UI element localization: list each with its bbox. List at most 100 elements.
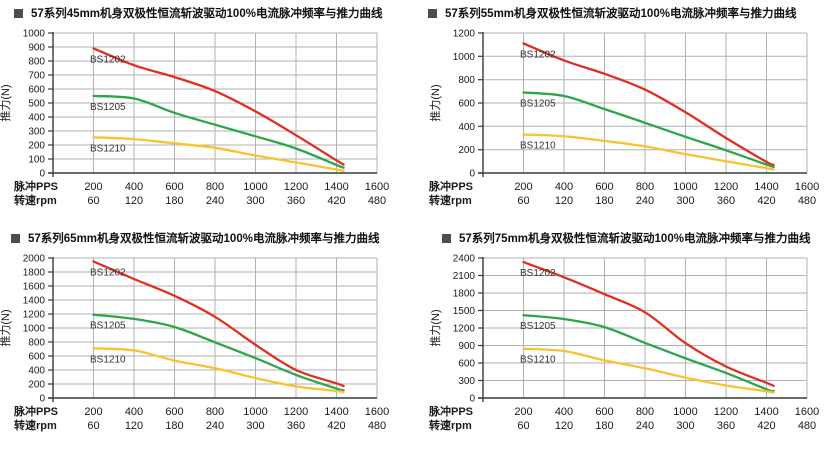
svg-text:300: 300 xyxy=(458,376,475,387)
chart-title-text: 57系列75mm机身双极性恒流斩波驱动100%电流脉冲频率与推力曲线 xyxy=(459,233,811,245)
svg-text:200: 200 xyxy=(514,406,532,418)
svg-text:400: 400 xyxy=(555,181,573,193)
svg-text:420: 420 xyxy=(757,420,775,432)
series-line-BS1202 xyxy=(522,260,775,387)
svg-text:420: 420 xyxy=(757,195,775,207)
y-axis-title: 推力(N) xyxy=(428,84,442,121)
svg-text:900: 900 xyxy=(28,43,45,54)
svg-text:1800: 1800 xyxy=(23,268,46,279)
svg-text:400: 400 xyxy=(28,366,45,377)
chart-title-text: 57系列65mm机身双极性恒流斩波驱动100%电流脉冲频率与推力曲线 xyxy=(28,233,380,245)
svg-text:400: 400 xyxy=(28,113,45,124)
series-label-BS1202: BS1202 xyxy=(520,50,556,61)
svg-text:1000: 1000 xyxy=(673,406,697,418)
svg-text:400: 400 xyxy=(125,406,143,418)
svg-text:300: 300 xyxy=(246,195,264,207)
y-axis-tick-labels: 0 100 200 300 400 500 600 700 800 900 1000 xyxy=(23,29,46,180)
svg-text:1000: 1000 xyxy=(23,324,46,335)
svg-text:1800: 1800 xyxy=(453,289,476,300)
svg-text:0: 0 xyxy=(469,169,475,180)
svg-text:480: 480 xyxy=(368,195,386,207)
svg-text:180: 180 xyxy=(165,420,183,432)
svg-text:200: 200 xyxy=(514,181,532,193)
svg-text:300: 300 xyxy=(676,195,694,207)
x-axis-row1-header: 脉冲PPS xyxy=(428,404,473,418)
series-label-BS1205: BS1205 xyxy=(90,102,126,113)
svg-text:420: 420 xyxy=(327,420,345,432)
svg-text:900: 900 xyxy=(458,341,475,352)
x-axis-row2-header: 转速rpm xyxy=(429,418,472,432)
chart-title-45mm: 57系列45mm机身双极性恒流斩波驱动100%电流脉冲频率与推力曲线 xyxy=(14,5,382,21)
svg-text:1400: 1400 xyxy=(324,406,348,418)
svg-text:240: 240 xyxy=(206,195,224,207)
chart-title-text: 57系列45mm机身双极性恒流斩波驱动100%电流脉冲频率与推力曲线 xyxy=(31,8,383,20)
svg-text:600: 600 xyxy=(28,85,45,96)
svg-text:200: 200 xyxy=(458,145,475,156)
svg-text:200: 200 xyxy=(28,141,45,152)
series-label-BS1205: BS1205 xyxy=(90,321,126,332)
square-bullet-icon xyxy=(442,233,451,243)
y-axis-tick-labels: 0 200 400 600 800 1000 1200 1400 1600 1800 2000 xyxy=(23,254,46,405)
svg-text:240: 240 xyxy=(636,420,654,432)
svg-text:600: 600 xyxy=(165,181,183,193)
svg-text:120: 120 xyxy=(125,195,143,207)
grid-lines xyxy=(483,257,808,398)
svg-text:480: 480 xyxy=(798,195,816,207)
svg-text:1200: 1200 xyxy=(453,29,476,40)
chart-57-75mm: 57系列75mm机身双极性恒流斩波驱动100%电流脉冲频率与推力曲线 0 300 6… xyxy=(415,225,830,450)
svg-text:120: 120 xyxy=(555,420,573,432)
svg-text:1200: 1200 xyxy=(23,310,46,321)
square-bullet-icon xyxy=(11,233,20,243)
square-bullet-icon xyxy=(428,8,437,18)
svg-text:60: 60 xyxy=(87,195,99,207)
svg-text:1200: 1200 xyxy=(714,181,738,193)
svg-text:180: 180 xyxy=(165,195,183,207)
svg-text:100: 100 xyxy=(28,155,45,166)
svg-text:1200: 1200 xyxy=(714,406,738,418)
series-line-BS1205 xyxy=(92,313,345,392)
square-bullet-icon xyxy=(14,8,23,18)
svg-text:60: 60 xyxy=(517,195,529,207)
svg-text:1400: 1400 xyxy=(324,181,348,193)
svg-text:1000: 1000 xyxy=(243,406,267,418)
chart-title-text: 57系列55mm机身双极性恒流斩波驱动100%电流脉冲频率与推力曲线 xyxy=(445,8,797,20)
svg-text:800: 800 xyxy=(28,57,45,68)
svg-text:200: 200 xyxy=(84,181,102,193)
series-label-BS1202: BS1202 xyxy=(520,268,556,279)
svg-text:1200: 1200 xyxy=(284,406,308,418)
y-axis-tick-labels: 0 300 600 900 1200 1500 1800 2100 2400 xyxy=(453,254,476,405)
svg-text:1000: 1000 xyxy=(23,29,46,40)
series-label-BS1205: BS1205 xyxy=(520,99,556,110)
svg-text:800: 800 xyxy=(636,406,654,418)
x-axis-row2-header: 转速rpm xyxy=(429,193,472,207)
svg-text:360: 360 xyxy=(287,195,305,207)
svg-text:600: 600 xyxy=(595,406,613,418)
svg-text:300: 300 xyxy=(246,420,264,432)
svg-text:1400: 1400 xyxy=(754,406,778,418)
series-line-BS1202 xyxy=(92,260,345,388)
svg-text:480: 480 xyxy=(798,420,816,432)
svg-text:480: 480 xyxy=(368,420,386,432)
x-axis-row1-header: 脉冲PPS xyxy=(13,179,58,193)
series-line-BS1202 xyxy=(92,47,345,166)
svg-text:800: 800 xyxy=(636,181,654,193)
svg-text:200: 200 xyxy=(28,380,45,391)
svg-text:2100: 2100 xyxy=(453,271,476,282)
svg-text:700: 700 xyxy=(28,71,45,82)
chart-57-65mm: 57系列65mm机身双极性恒流斩波驱动100%电流脉冲频率与推力曲线 0 200 4… xyxy=(0,225,415,450)
svg-text:400: 400 xyxy=(555,406,573,418)
svg-text:200: 200 xyxy=(84,406,102,418)
axes xyxy=(48,32,377,177)
series-line-BS1205 xyxy=(522,91,775,169)
svg-text:240: 240 xyxy=(636,195,654,207)
svg-text:600: 600 xyxy=(458,359,475,370)
svg-text:400: 400 xyxy=(458,122,475,133)
svg-text:60: 60 xyxy=(517,420,529,432)
svg-text:800: 800 xyxy=(206,406,224,418)
svg-text:1200: 1200 xyxy=(284,181,308,193)
